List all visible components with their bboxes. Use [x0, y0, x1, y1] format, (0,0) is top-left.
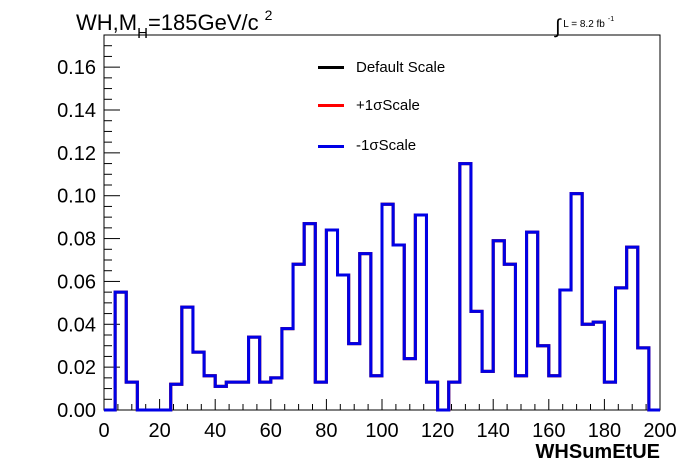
- y-tick-label: 0.10: [57, 186, 96, 208]
- chart-title: WH,MH=185GeV/c 2: [76, 7, 273, 42]
- x-tick-label: 100: [365, 420, 398, 442]
- integral-sign: ∫: [555, 16, 561, 38]
- x-tick-label: 20: [148, 420, 170, 442]
- legend-label-plus: +1σScale: [356, 97, 420, 114]
- legend-line-plus: [318, 104, 344, 107]
- x-tick-label: 80: [315, 420, 337, 442]
- legend-line-default: [318, 66, 344, 69]
- y-tick-label: 0.12: [57, 143, 96, 165]
- y-tick-label: 0.08: [57, 229, 96, 251]
- title-rest: =185GeV/c: [147, 10, 259, 35]
- x-tick-label: 40: [204, 420, 226, 442]
- x-axis-title: WHSumEtUE: [535, 441, 660, 463]
- x-tick-label: 180: [588, 420, 621, 442]
- title-main: WH,M: [76, 10, 138, 35]
- luminosity-label: ∫ L = 8.2 fb -1: [555, 10, 615, 38]
- y-tick-label: 0.16: [57, 57, 96, 79]
- y-tick-label: 0.14: [57, 100, 96, 122]
- title-superscript: 2: [264, 7, 273, 23]
- y-tick-label: 0.02: [57, 357, 96, 379]
- x-tick-label: 0: [98, 420, 109, 442]
- axis-ticks: 0 20 40 60 80 100 120 140 160 180 200 0.00 0.02 0.04 0…: [57, 34, 677, 442]
- x-tick-label: 120: [421, 420, 454, 442]
- lumi-superscript: -1: [607, 16, 615, 23]
- title-subscript: H: [137, 25, 148, 42]
- x-tick-label: 200: [643, 420, 676, 442]
- x-tick-label: 60: [260, 420, 282, 442]
- legend-label-default: Default Scale: [356, 59, 446, 76]
- series-line-2: [104, 162, 660, 412]
- y-tick-label: 0.06: [57, 271, 96, 293]
- lumi-text: L = 8.2 fb: [563, 19, 605, 30]
- x-tick-label: 160: [532, 420, 565, 442]
- y-tick-label: 0.00: [57, 400, 96, 422]
- legend-line-minus: [318, 145, 344, 148]
- x-tick-label: 140: [477, 420, 510, 442]
- legend-label-minus: -1σScale: [356, 137, 417, 154]
- y-tick-label: 0.04: [57, 314, 96, 336]
- series-layer: [104, 162, 660, 412]
